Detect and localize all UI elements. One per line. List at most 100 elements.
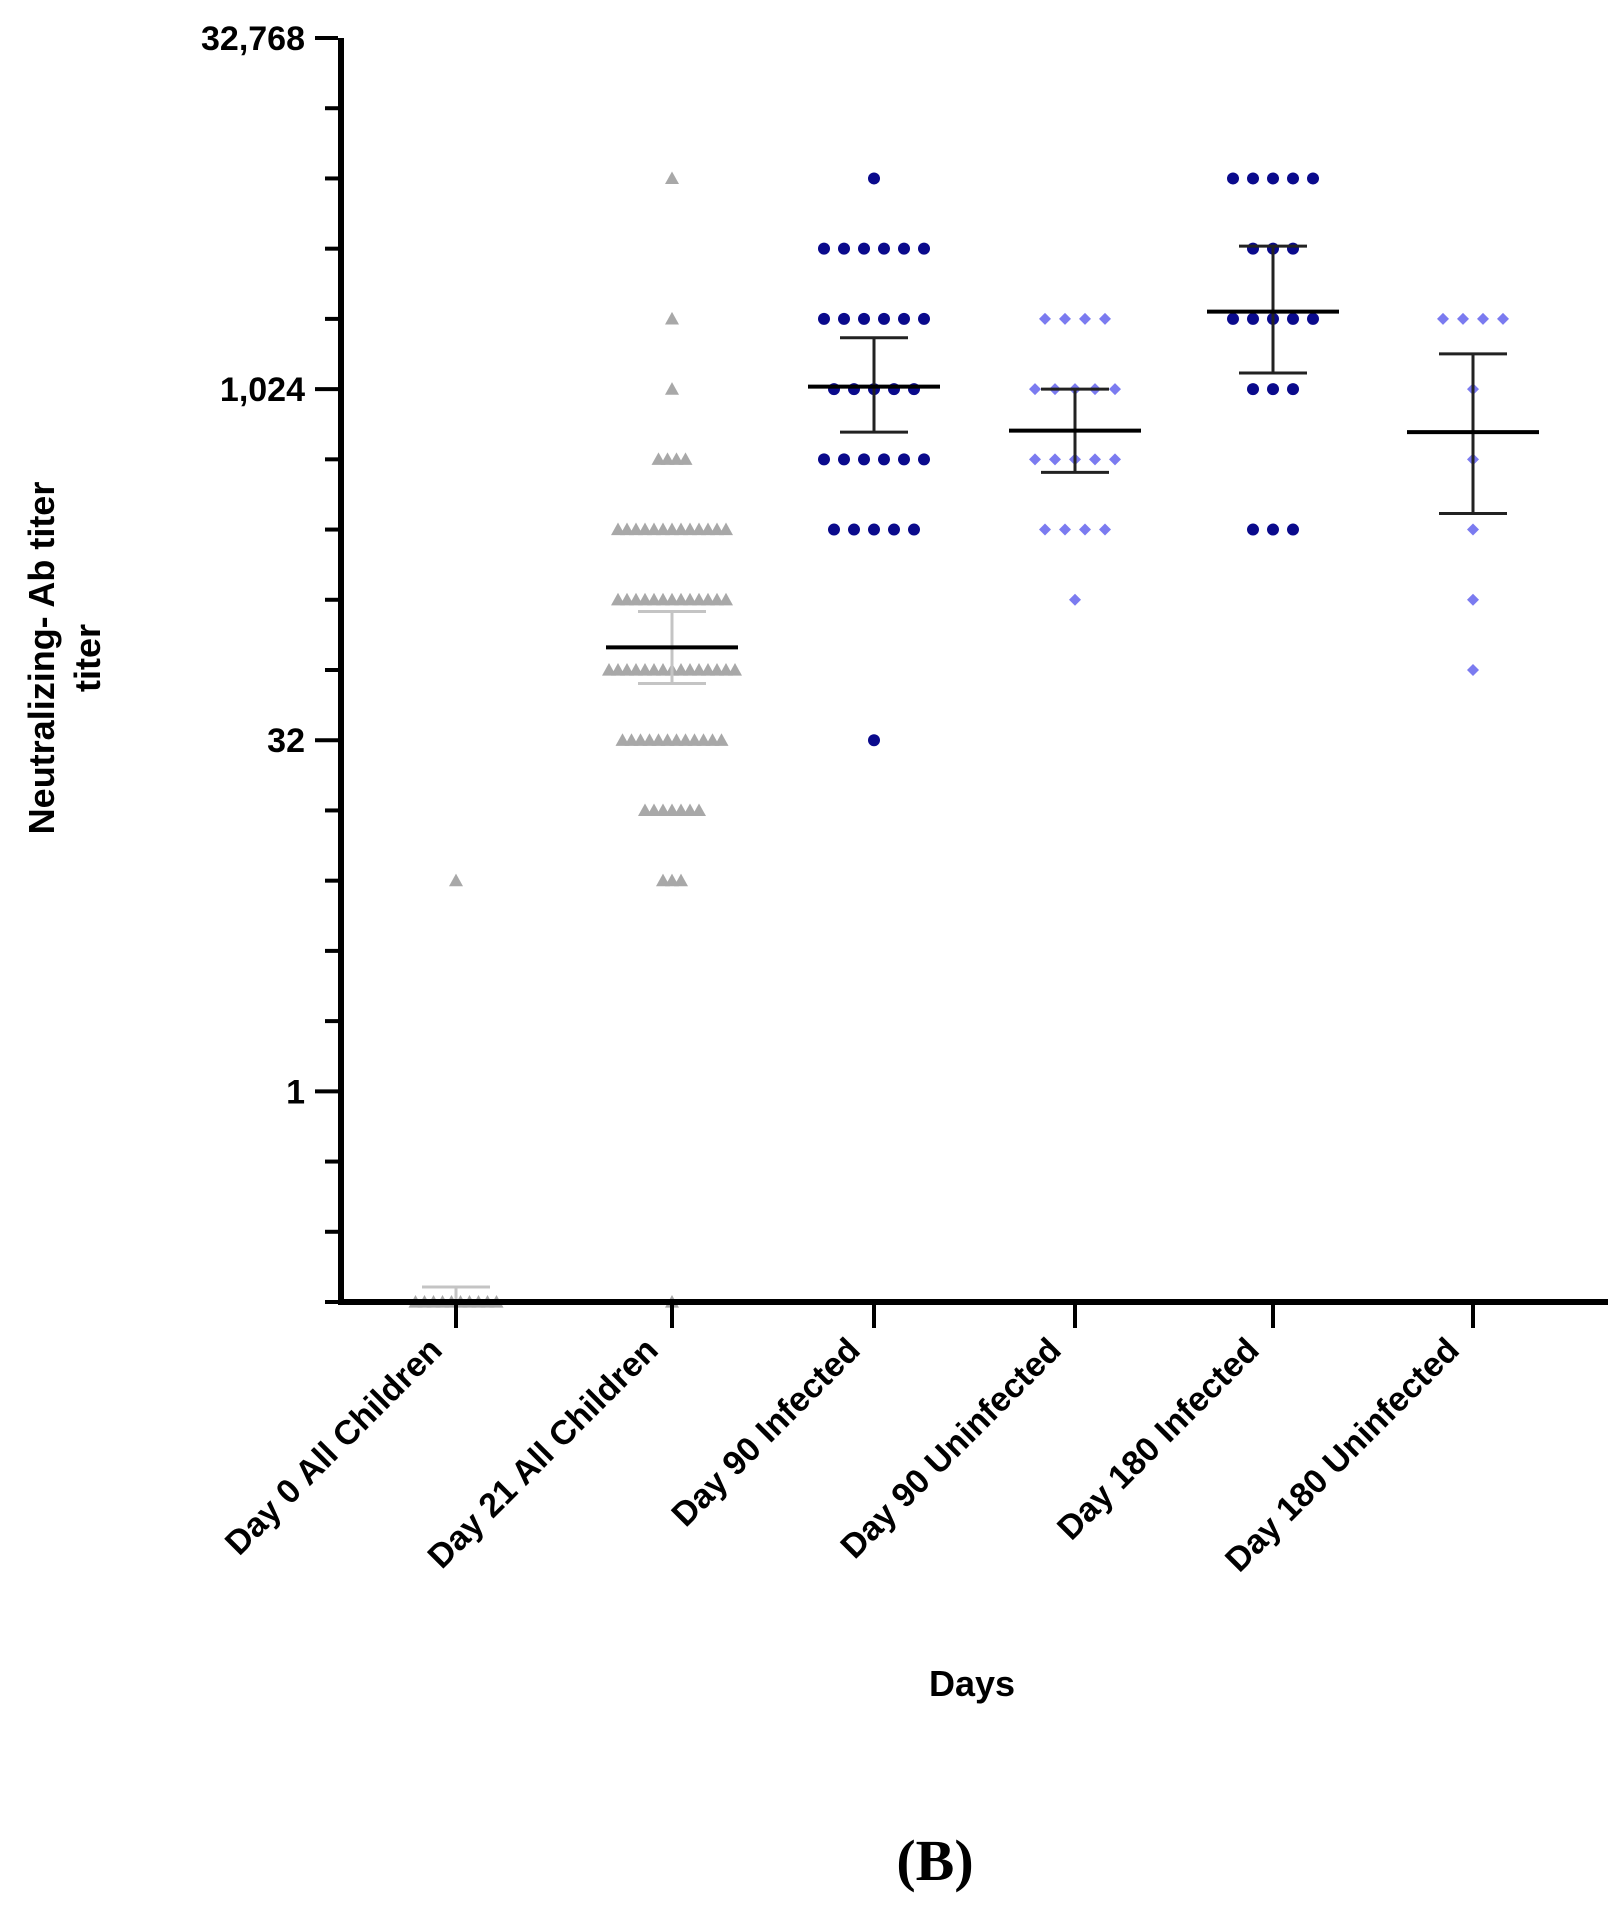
x-axis-title: Days xyxy=(929,1663,1015,1704)
data-point xyxy=(1497,312,1509,325)
data-point xyxy=(1109,383,1121,396)
data-point xyxy=(678,452,693,465)
data-point xyxy=(868,523,880,536)
data-point xyxy=(818,312,830,325)
data-point xyxy=(683,522,697,536)
data-point xyxy=(710,592,724,606)
data-point xyxy=(669,452,684,465)
data-point xyxy=(656,522,670,536)
data-point xyxy=(638,592,652,606)
data-point xyxy=(683,803,697,817)
data-point xyxy=(1287,242,1299,255)
data-point xyxy=(719,592,733,606)
data-point xyxy=(701,663,715,676)
data-point xyxy=(1437,312,1449,325)
data-point xyxy=(1267,383,1279,396)
data-point xyxy=(838,453,850,466)
data-point xyxy=(647,663,661,676)
data-point xyxy=(1247,383,1259,396)
data-point xyxy=(719,663,733,676)
data-point xyxy=(665,803,679,817)
data-point xyxy=(838,242,850,255)
data-point xyxy=(1307,172,1319,185)
axes xyxy=(338,38,1608,1305)
error-bars xyxy=(390,244,1539,1304)
data-point xyxy=(710,663,724,676)
data-point xyxy=(701,522,715,536)
data-point xyxy=(633,733,648,746)
data-point xyxy=(1287,523,1299,536)
data-point xyxy=(665,311,679,325)
data-point xyxy=(1267,172,1279,185)
data-point xyxy=(1069,593,1081,606)
data-point xyxy=(665,522,679,536)
x-tick-label: Day 21 All Children xyxy=(421,1331,666,1576)
data-point xyxy=(918,242,930,255)
y-axis-title-line2: titer xyxy=(67,624,108,692)
data-point xyxy=(656,663,670,676)
data-point xyxy=(1467,593,1479,606)
y-ticks: 32,768 1,024 32 1 xyxy=(201,20,338,1304)
data-point xyxy=(858,312,870,325)
data-point xyxy=(678,733,693,746)
data-point xyxy=(638,522,652,536)
data-point xyxy=(665,873,679,887)
data-point xyxy=(651,452,666,465)
data-point xyxy=(656,592,670,606)
data-point xyxy=(714,733,729,746)
x-tick-label: Day 0 All Children xyxy=(218,1331,450,1563)
y-axis-title: Neutralizing- Ab titer xyxy=(21,482,62,835)
data-point xyxy=(674,873,688,887)
data-point xyxy=(701,592,715,606)
data-point xyxy=(818,242,830,255)
data-point xyxy=(615,733,630,746)
data-point xyxy=(629,522,643,536)
data-point xyxy=(647,522,661,536)
data-point xyxy=(1029,453,1041,466)
data-point xyxy=(665,382,679,395)
data-point xyxy=(1059,523,1071,536)
data-point xyxy=(1079,523,1091,536)
data-point xyxy=(1287,383,1299,396)
data-point xyxy=(660,733,675,746)
data-point xyxy=(1099,523,1111,536)
data-point xyxy=(918,453,930,466)
data-point xyxy=(1039,312,1051,325)
data-point xyxy=(669,733,684,746)
data-point xyxy=(620,592,634,606)
data-point xyxy=(828,523,840,536)
x-tick-label: Day 180 Infected xyxy=(1050,1331,1267,1548)
data-point xyxy=(602,663,616,676)
data-point xyxy=(1109,453,1121,466)
data-point xyxy=(1089,453,1101,466)
data-point xyxy=(656,803,670,817)
data-point xyxy=(674,803,688,817)
data-point xyxy=(674,592,688,606)
data-point xyxy=(818,453,830,466)
data-point xyxy=(918,312,930,325)
data-point xyxy=(638,663,652,676)
data-point xyxy=(868,734,880,747)
data-point xyxy=(665,592,679,606)
data-point xyxy=(674,663,688,676)
data-point xyxy=(611,663,625,676)
data-point xyxy=(1099,312,1111,325)
data-point xyxy=(1267,523,1279,536)
data-point xyxy=(674,522,688,536)
data-point xyxy=(878,453,890,466)
data-point xyxy=(611,522,625,536)
data-point xyxy=(710,522,724,536)
data-point xyxy=(611,592,625,606)
data-point xyxy=(728,663,742,676)
data-point xyxy=(651,733,666,746)
data-point xyxy=(620,663,634,676)
data-point xyxy=(692,522,706,536)
data-point xyxy=(1059,312,1071,325)
data-point xyxy=(687,733,702,746)
data-point xyxy=(620,522,634,536)
data-point xyxy=(1247,312,1259,325)
y-tick-label: 1 xyxy=(286,1073,305,1111)
data-point xyxy=(647,803,661,817)
